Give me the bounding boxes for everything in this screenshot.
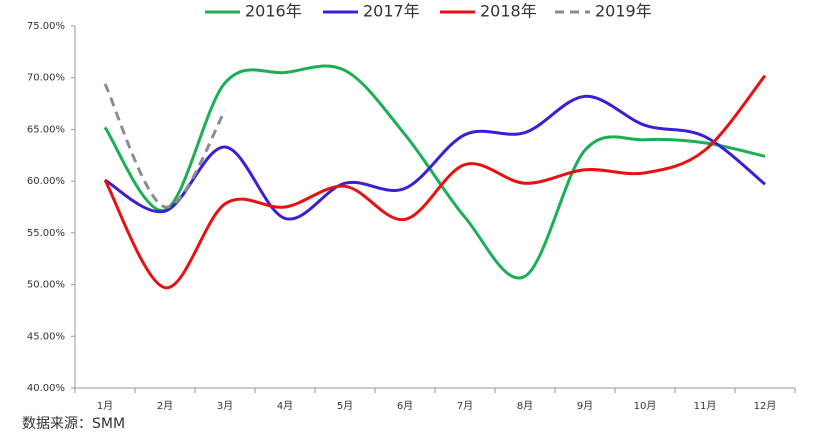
series-line — [104, 94, 766, 221]
x-tick-label: 11月 — [694, 400, 717, 412]
legend-label: 2019年 — [595, 2, 652, 21]
y-tick-label: 75.00% — [27, 21, 65, 32]
legend-label: 2016年 — [245, 2, 302, 21]
y-tick-label: 70.00% — [27, 73, 65, 84]
legend-label: 2018年 — [480, 2, 537, 21]
x-tick-label: 2月 — [157, 400, 173, 412]
y-tick-label: 40.00% — [27, 383, 65, 394]
series-line — [103, 74, 767, 290]
y-tick-label: 50.00% — [27, 280, 65, 291]
y-tick-label: 60.00% — [27, 176, 65, 187]
y-tick-label: 55.00% — [27, 228, 65, 239]
x-tick-label: 6月 — [397, 400, 413, 412]
legend-label: 2017年 — [363, 2, 420, 21]
x-tick-label: 7月 — [457, 400, 473, 412]
x-tick-label: 1月 — [97, 400, 113, 412]
series-line — [103, 83, 227, 209]
x-tick-label: 9月 — [577, 400, 593, 412]
x-tick-label: 3月 — [217, 400, 233, 412]
y-tick-label: 65.00% — [27, 124, 65, 135]
y-tick-label: 45.00% — [27, 331, 65, 342]
series-line — [103, 64, 766, 280]
x-tick-label: 10月 — [634, 400, 657, 412]
source-note: 数据来源：SMM — [22, 416, 125, 432]
x-tick-label: 12月 — [754, 400, 777, 412]
x-tick-label: 5月 — [337, 400, 353, 412]
x-tick-label: 8月 — [517, 400, 533, 412]
x-tick-label: 4月 — [277, 400, 293, 412]
